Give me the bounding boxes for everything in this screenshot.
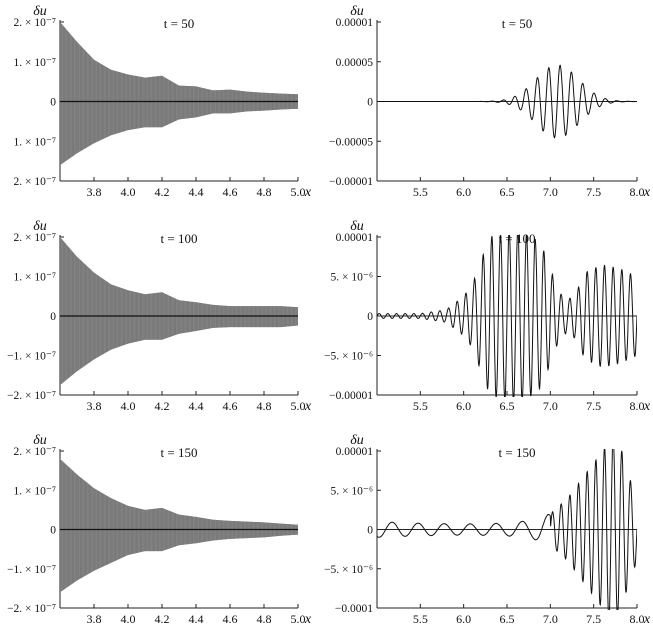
panel-title: t = 50 (502, 16, 532, 31)
y-tick-label: −0.0001 (335, 603, 373, 615)
x-tick-label: 8.0 (630, 399, 645, 413)
panel-title: t = 150 (161, 445, 198, 460)
x-tick-label: 3.8 (87, 399, 102, 413)
y-axis-label: δu (350, 433, 364, 448)
y-tick-label: 1. × 10⁻⁷ (14, 57, 56, 69)
y-tick-label: 1. × 10⁻⁷ (14, 272, 56, 284)
x-tick-label: 7.0 (543, 399, 558, 413)
x-tick-label: 4.4 (189, 399, 204, 413)
y-axis-label: δu (350, 219, 364, 234)
x-tick-label: 4.8 (257, 399, 272, 413)
y-tick-label: 2. × 10⁻⁷ (14, 446, 56, 458)
x-tick-label: 5.5 (413, 612, 428, 624)
chart-panel-5: 2. × 10⁻⁷ 1. × 10⁻⁷ 0 −1. × 10⁻⁷ −2. × 10⁻⁷ 3… (7, 433, 312, 624)
x-tick-label: 4.6 (223, 612, 238, 624)
oscillation-texture (60, 237, 298, 386)
x-tick-label: 5.0 (291, 399, 306, 413)
x-tick-label: 4.4 (189, 612, 204, 624)
y-tick-label: −5. × 10⁻⁶ (324, 564, 373, 576)
y-tick-label: 5. × 10⁻⁶ (331, 272, 373, 284)
y-tick-label: −0.00005 (329, 136, 373, 148)
x-axis-label: x (304, 185, 312, 200)
oscillation-texture (60, 22, 298, 166)
x-tick-label: 3.8 (87, 612, 102, 624)
x-axis-label: x (643, 185, 651, 200)
x-tick-label: 7.5 (586, 612, 601, 624)
y-tick-label: 0.00001 (336, 17, 374, 29)
x-tick-label: 5.0 (291, 612, 306, 624)
x-tick-label: 5.5 (413, 399, 428, 413)
x-tick-label: 4.2 (155, 399, 170, 413)
y-tick-label: −5. × 10⁻⁶ (324, 351, 373, 363)
panel-title: t = 150 (499, 445, 536, 460)
y-tick-label: 1. × 10⁻⁷ (14, 485, 56, 497)
y-tick-label: −1. × 10⁻⁷ (7, 351, 56, 363)
x-tick-label: 7.0 (543, 612, 558, 624)
y-tick-label: 0 (367, 525, 373, 537)
x-tick-label: 4.6 (223, 399, 238, 413)
x-tick-label: 7.0 (543, 185, 558, 199)
x-tick-label: 6.5 (500, 612, 515, 624)
panel-title: t = 100 (161, 231, 198, 246)
chart-panel-2: 0.00001 0.00005 0 −0.00005 −0.00001 5.5 6.0 6.5… (329, 4, 651, 200)
x-tick-label: 5.5 (413, 185, 428, 199)
y-tick-label: 0 (367, 97, 373, 109)
x-tick-label: 8.0 (630, 612, 645, 624)
chart-panel-4: 0.00001 5. × 10⁻⁶ 0 −5. × 10⁻⁶ −0.00001 5.5 6.… (324, 219, 651, 414)
y-tick-label: 2. × 10⁻⁷ (14, 17, 56, 29)
y-tick-label: −2. × 10⁻⁷ (7, 603, 56, 615)
series-line (377, 64, 637, 139)
x-axis-label: x (304, 399, 312, 414)
y-tick-label: −0.00001 (329, 390, 373, 402)
y-axis-label: δu (33, 4, 47, 19)
y-tick-label: −0.00001 (329, 176, 373, 188)
x-tick-label: 4.0 (121, 612, 136, 624)
y-tick-label: 2. × 10⁻⁷ (14, 176, 56, 188)
y-tick-label: 0.00001 (336, 446, 374, 458)
series-line (377, 235, 637, 397)
chart-panel-3: 2. × 10⁻⁷ 1. × 10⁻⁷ 0 −1. × 10⁻⁷ −2. × 10⁻⁷ 3… (7, 219, 312, 414)
x-tick-label: 6.5 (500, 399, 515, 413)
y-tick-label: 0 (50, 525, 56, 537)
x-tick-label: 4.8 (257, 185, 272, 199)
x-tick-label: 4.4 (189, 185, 204, 199)
y-tick-label: 0 (367, 311, 373, 323)
chart-panel-1: 2. × 10⁻⁷ 1. × 10⁻⁷ 0 1. × 10⁻⁷ 2. × 10⁻⁷ 3.8… (14, 4, 312, 200)
x-axis-label: x (304, 612, 312, 624)
series-line (377, 449, 637, 610)
y-tick-label: 0.00005 (336, 57, 374, 69)
x-tick-label: 4.2 (155, 185, 170, 199)
x-tick-label: 7.5 (586, 185, 601, 199)
x-tick-label: 5.0 (291, 185, 306, 199)
y-tick-label: 0 (50, 311, 56, 323)
x-tick-label: 6.0 (456, 185, 471, 199)
y-tick-label: 2. × 10⁻⁷ (14, 232, 56, 244)
x-tick-label: 6.0 (456, 399, 471, 413)
y-tick-label: −2. × 10⁻⁷ (7, 390, 56, 402)
y-axis-label: δu (33, 219, 47, 234)
x-tick-label: 7.5 (586, 399, 601, 413)
x-axis-label: x (643, 399, 651, 414)
x-axis-label: x (643, 612, 651, 624)
x-tick-label: 6.5 (500, 185, 515, 199)
x-tick-label: 4.2 (155, 612, 170, 624)
x-tick-label: 4.8 (257, 612, 272, 624)
y-tick-label: 0 (50, 97, 56, 109)
y-axis-label: δu (33, 433, 47, 448)
y-tick-label: 1. × 10⁻⁷ (14, 136, 56, 148)
x-tick-label: 8.0 (630, 185, 645, 199)
y-axis-label: δu (350, 4, 364, 19)
y-tick-label: −1. × 10⁻⁷ (7, 564, 56, 576)
oscillation-texture (60, 458, 298, 593)
x-tick-label: 4.6 (223, 185, 238, 199)
y-tick-label: 5. × 10⁻⁶ (331, 485, 373, 497)
panel-title: t = 50 (164, 16, 194, 31)
x-tick-label: 6.0 (456, 612, 471, 624)
x-tick-label: 4.0 (121, 399, 136, 413)
x-tick-label: 3.8 (87, 185, 102, 199)
x-tick-label: 4.0 (121, 185, 136, 199)
chart-panel-6: 0.00001 5. × 10⁻⁶ 0 −5. × 10⁻⁶ −0.0001 5.5 6.0… (324, 433, 651, 624)
y-tick-label: 0.00001 (336, 232, 374, 244)
